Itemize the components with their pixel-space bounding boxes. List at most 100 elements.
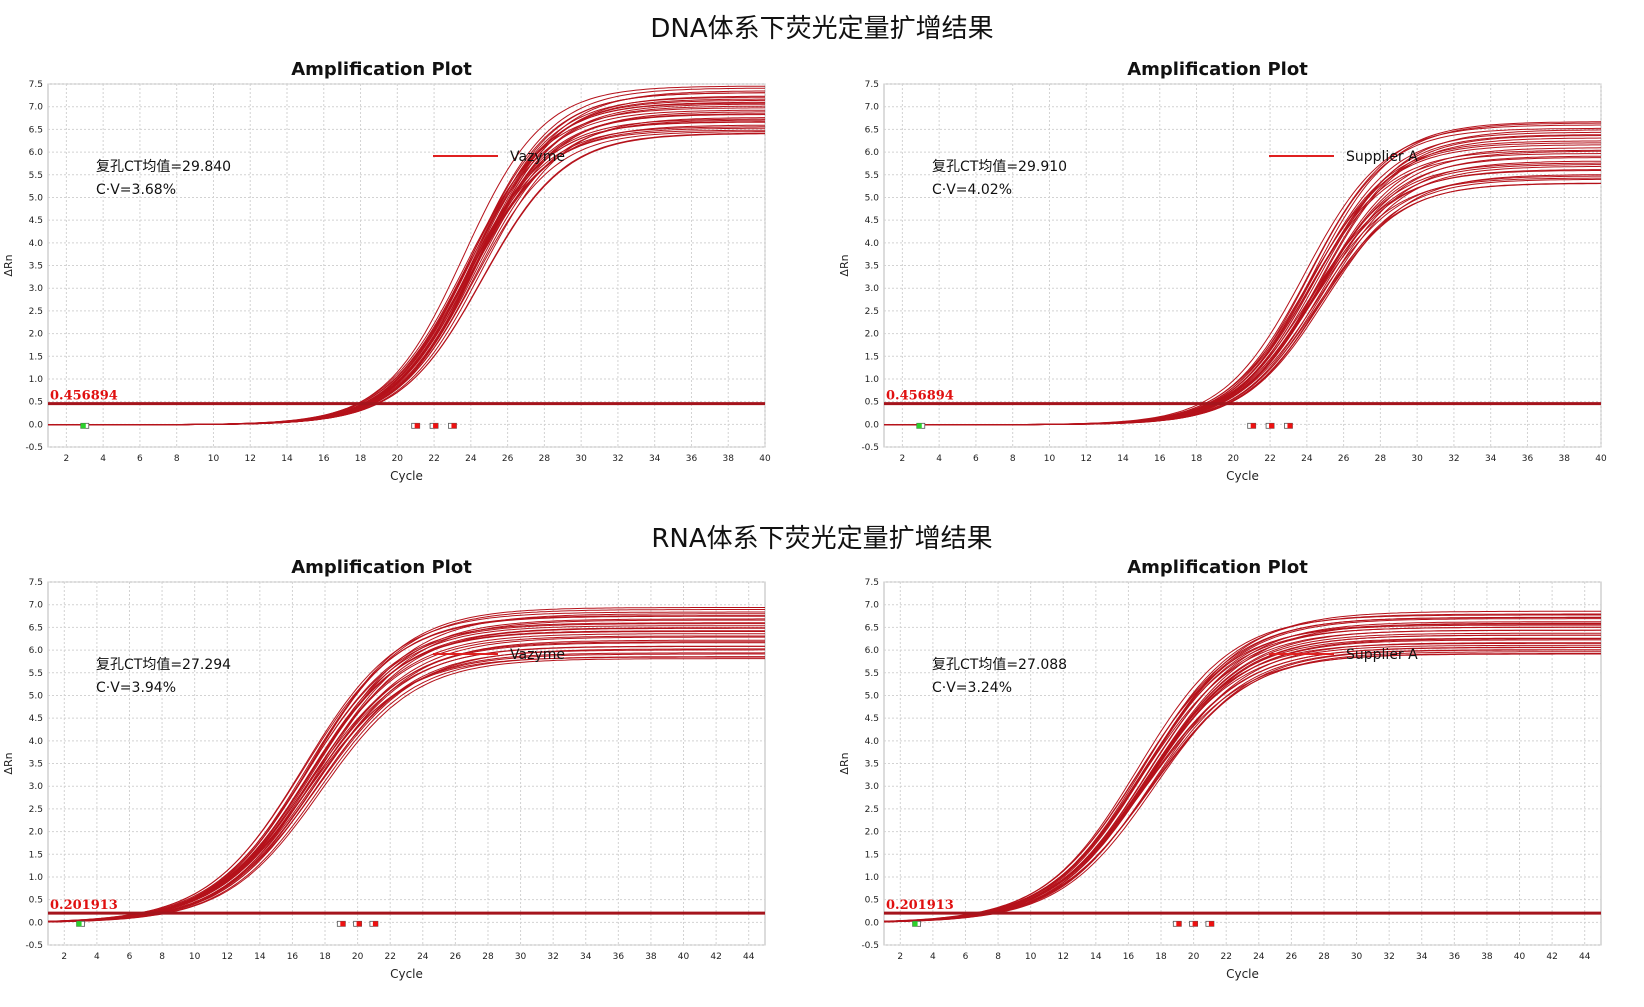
x-tick-label: 18 [1191, 454, 1203, 464]
y-tick-label: 1.0 [29, 873, 44, 883]
x-tick-label: 20 [1228, 454, 1240, 464]
x-tick-label: 10 [189, 952, 201, 962]
cv-annotation: C·V=4.02% [932, 182, 1012, 198]
y-tick-label: 0.5 [29, 398, 43, 408]
amplification-curve [884, 642, 1601, 923]
mean-ct-annotation: 复孔CT均值=29.840 [96, 158, 231, 175]
baseline-marker-fill [372, 921, 378, 927]
legend-label: Supplier A [1346, 647, 1418, 663]
x-tick-label: 2 [61, 952, 67, 962]
threshold-label: 0.201913 [886, 898, 954, 913]
baseline-marker-fill [1176, 921, 1182, 927]
baseline-marker-fill [76, 921, 82, 927]
amplification-plot-rna-vazyme: 2 4 6 8 10 12 14 16 18 20 22 24 26 28 30 32 34 36 38 40 42 44… [2, 557, 766, 981]
baseline-marker-fill [1208, 921, 1214, 927]
x-tick-label: 44 [1579, 952, 1591, 962]
y-tick-label: 5.0 [865, 691, 880, 701]
amplification-curve [48, 623, 765, 922]
amplification-curve [48, 627, 765, 923]
x-tick-label: 34 [649, 454, 661, 464]
y-tick-label: 7.5 [29, 80, 43, 90]
x-tick-label: 10 [1025, 952, 1037, 962]
y-tick-label: 0.5 [865, 896, 879, 906]
y-tick-label: 7.5 [29, 578, 43, 588]
x-tick-label: 14 [1090, 952, 1102, 962]
x-tick-label: 12 [222, 952, 233, 962]
baseline-marker-fill [356, 921, 362, 927]
x-tick-label: 4 [100, 454, 106, 464]
y-tick-label: 5.5 [865, 669, 879, 679]
y-tick-label: 3.0 [865, 284, 880, 294]
x-tick-label: 34 [1485, 454, 1497, 464]
x-tick-label: 38 [1481, 952, 1493, 962]
y-tick-label: 1.5 [29, 352, 43, 362]
x-tick-label: 38 [1559, 454, 1571, 464]
y-tick-label: 4.0 [865, 239, 880, 249]
y-tick-label: 4.0 [29, 737, 44, 747]
cv-annotation: C·V=3.24% [932, 680, 1012, 696]
y-tick-label: 2.5 [865, 307, 879, 317]
y-tick-label: 7.0 [29, 103, 44, 113]
y-axis-label: ΔRn [838, 752, 851, 774]
y-tick-label: 1.5 [29, 850, 43, 860]
x-tick-label: 4 [936, 454, 942, 464]
x-tick-label: 36 [1449, 952, 1461, 962]
y-tick-label: 3.5 [29, 262, 43, 272]
y-tick-label: -0.5 [25, 941, 43, 951]
x-tick-label: 2 [64, 454, 70, 464]
x-tick-label: 2 [897, 952, 903, 962]
x-axis-label: Cycle [1226, 469, 1259, 483]
x-tick-label: 12 [1081, 454, 1092, 464]
x-tick-label: 36 [1522, 454, 1534, 464]
amplification-plot-dna-supplier-a: 2 4 6 8 10 12 14 16 18 20 22 24 26 28 30 32 34 36 38 40-0.5… [838, 59, 1607, 483]
y-tick-label: 4.5 [29, 216, 43, 226]
x-tick-label: 22 [1264, 454, 1275, 464]
x-tick-label: 6 [973, 454, 979, 464]
y-tick-label: 2.0 [865, 330, 880, 340]
x-tick-label: 32 [1383, 952, 1394, 962]
x-tick-label: 6 [963, 952, 969, 962]
amplification-curves [48, 607, 765, 923]
x-tick-label: 26 [1338, 454, 1350, 464]
y-tick-label: 4.5 [29, 714, 43, 724]
x-tick-label: 24 [1301, 454, 1313, 464]
x-tick-label: 20 [1188, 952, 1200, 962]
x-tick-label: 4 [94, 952, 100, 962]
y-tick-label: 6.0 [865, 148, 880, 158]
amplification-curve [884, 649, 1601, 923]
y-tick-label: 0.0 [865, 420, 880, 430]
x-tick-label: 28 [539, 454, 551, 464]
x-tick-label: 14 [281, 454, 293, 464]
x-tick-label: 26 [1286, 952, 1298, 962]
y-tick-label: 2.5 [865, 805, 879, 815]
y-tick-label: 1.0 [865, 375, 880, 385]
baseline-marker-fill [1250, 423, 1256, 429]
y-tick-label: 4.0 [29, 239, 44, 249]
y-tick-label: 3.5 [865, 760, 879, 770]
baseline-marker-fill [1192, 921, 1198, 927]
chart-title: Amplification Plot [291, 557, 472, 578]
x-tick-label: 42 [710, 952, 721, 962]
y-tick-label: 6.0 [865, 646, 880, 656]
y-tick-label: 5.5 [865, 171, 879, 181]
x-tick-label: 16 [318, 454, 330, 464]
x-tick-label: 16 [1154, 454, 1166, 464]
y-axis-label: ΔRn [2, 254, 15, 276]
y-tick-label: 6.0 [29, 148, 44, 158]
y-tick-label: 7.5 [865, 578, 879, 588]
legend-label: Vazyme [510, 149, 565, 165]
mean-ct-annotation: 复孔CT均值=27.294 [96, 656, 231, 673]
baseline-marker-fill [916, 423, 922, 429]
y-tick-label: 4.5 [865, 216, 879, 226]
x-tick-label: 14 [1117, 454, 1129, 464]
x-tick-label: 30 [1411, 454, 1423, 464]
y-tick-label: 1.5 [865, 850, 879, 860]
x-tick-label: 40 [759, 454, 771, 464]
chart-title: Amplification Plot [291, 59, 472, 80]
threshold-label: 0.201913 [50, 898, 118, 913]
y-axis-label: ΔRn [2, 752, 15, 774]
x-tick-label: 4 [930, 952, 936, 962]
y-tick-label: 5.0 [865, 193, 880, 203]
x-tick-label: 24 [1253, 952, 1265, 962]
x-tick-label: 34 [1416, 952, 1428, 962]
